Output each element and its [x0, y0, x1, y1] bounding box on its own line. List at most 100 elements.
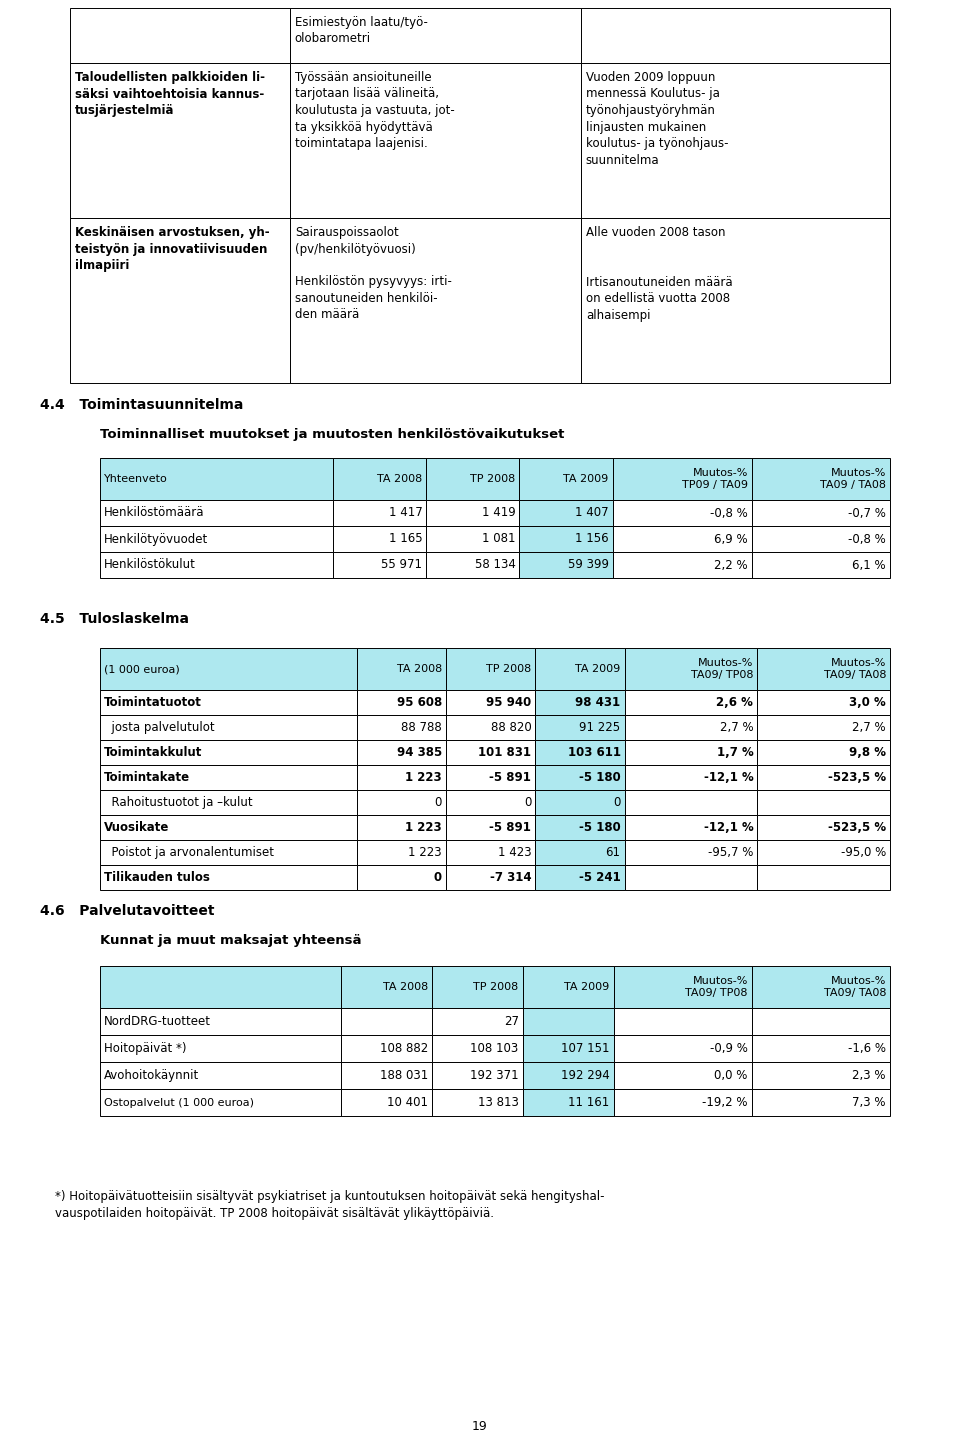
Bar [290, 218, 581, 383]
Bar [432, 1090, 522, 1116]
Text: 91 225: 91 225 [580, 721, 620, 734]
Text: TP 2008: TP 2008 [470, 474, 516, 484]
Bar [536, 647, 625, 691]
Bar [536, 840, 625, 866]
Bar [100, 458, 333, 500]
Bar [432, 967, 522, 1009]
Bar [625, 840, 757, 866]
Bar [519, 526, 612, 552]
Text: 0: 0 [434, 871, 442, 884]
Text: 58 134: 58 134 [474, 559, 516, 572]
Text: 107 151: 107 151 [561, 1042, 610, 1055]
Bar [446, 866, 536, 890]
Bar [519, 500, 612, 526]
Bar [757, 740, 890, 764]
Text: 0: 0 [435, 796, 442, 809]
Bar [536, 764, 625, 790]
Bar [536, 815, 625, 840]
Text: NordDRG-tuotteet: NordDRG-tuotteet [104, 1014, 211, 1027]
Text: TA 2008: TA 2008 [396, 665, 442, 673]
Bar [100, 967, 341, 1009]
Text: Muutos-%
TA09/ TP08: Muutos-% TA09/ TP08 [685, 977, 748, 998]
Bar [341, 1009, 432, 1035]
Bar [70, 64, 290, 218]
Text: Muutos-%
TA09/ TA08: Muutos-% TA09/ TA08 [824, 977, 886, 998]
Bar [432, 1009, 522, 1035]
Bar [290, 9, 581, 64]
Bar [333, 526, 426, 552]
Text: 7,3 %: 7,3 % [852, 1095, 886, 1108]
Bar [757, 715, 890, 740]
Text: Henkilöstömäärä: Henkilöstömäärä [104, 507, 204, 520]
Bar [522, 967, 613, 1009]
Text: TA 2008: TA 2008 [377, 474, 422, 484]
Bar [581, 64, 890, 218]
Text: 1 423: 1 423 [497, 845, 531, 858]
Bar [426, 552, 519, 578]
Text: Hoitopäivät *): Hoitopäivät *) [104, 1042, 186, 1055]
Bar [757, 790, 890, 815]
Text: 95 940: 95 940 [486, 696, 531, 709]
Bar [625, 764, 757, 790]
Text: TA 2009: TA 2009 [564, 983, 610, 993]
Text: -5 891: -5 891 [490, 772, 531, 785]
Bar [752, 500, 890, 526]
Text: 1 165: 1 165 [389, 533, 422, 546]
Text: Sairauspoissaolot
(pv/henkilötyövuosi)

Henkilöstön pysyvyys: irti-
sanoutuneide: Sairauspoissaolot (pv/henkilötyövuosi) H… [295, 225, 451, 321]
Bar [757, 691, 890, 715]
Text: 2,7 %: 2,7 % [720, 721, 754, 734]
Text: 4.6   Palvelutavoitteet: 4.6 Palvelutavoitteet [40, 905, 214, 918]
Text: TA 2009: TA 2009 [564, 474, 609, 484]
Text: -1,6 %: -1,6 % [848, 1042, 886, 1055]
Bar [752, 967, 890, 1009]
Text: Vuosikate: Vuosikate [104, 821, 169, 834]
Text: TA 2008: TA 2008 [382, 983, 428, 993]
Text: 108 103: 108 103 [470, 1042, 518, 1055]
Bar [100, 815, 357, 840]
Bar [341, 1090, 432, 1116]
Bar [333, 500, 426, 526]
Bar [100, 790, 357, 815]
Bar [70, 218, 290, 383]
Bar [341, 1035, 432, 1062]
Bar [100, 1009, 341, 1035]
Bar [446, 715, 536, 740]
Bar [100, 526, 333, 552]
Bar [757, 815, 890, 840]
Text: (1 000 euroa): (1 000 euroa) [104, 665, 180, 673]
Bar [100, 715, 357, 740]
Text: 1 223: 1 223 [408, 845, 442, 858]
Text: 1 417: 1 417 [389, 507, 422, 520]
Bar [290, 64, 581, 218]
Bar [357, 715, 446, 740]
Bar [613, 1090, 752, 1116]
Bar [757, 866, 890, 890]
Text: -95,0 %: -95,0 % [841, 845, 886, 858]
Bar [519, 552, 612, 578]
Bar [100, 840, 357, 866]
Text: 4.5   Tuloslaskelma: 4.5 Tuloslaskelma [40, 613, 189, 626]
Text: -0,9 %: -0,9 % [709, 1042, 748, 1055]
Bar [100, 1035, 341, 1062]
Text: *) Hoitopäivätuotteisiin sisältyvät psykiatriset ja kuntoutuksen hoitopäivät sek: *) Hoitopäivätuotteisiin sisältyvät psyk… [55, 1191, 605, 1220]
Text: Esimiestyön laatu/työ-
olobarometri: Esimiestyön laatu/työ- olobarometri [295, 16, 427, 45]
Text: -5 180: -5 180 [579, 772, 620, 785]
Bar [752, 526, 890, 552]
Bar [100, 740, 357, 764]
Bar [625, 866, 757, 890]
Text: Kunnat ja muut maksajat yhteensä: Kunnat ja muut maksajat yhteensä [100, 933, 362, 946]
Text: 1 156: 1 156 [575, 533, 609, 546]
Bar [357, 790, 446, 815]
Bar [536, 740, 625, 764]
Bar [612, 552, 752, 578]
Bar [522, 1035, 613, 1062]
Text: -0,8 %: -0,8 % [849, 533, 886, 546]
Bar [536, 691, 625, 715]
Text: -5 891: -5 891 [490, 821, 531, 834]
Text: Muutos-%
TA09/ TA08: Muutos-% TA09/ TA08 [824, 659, 886, 679]
Text: 13 813: 13 813 [478, 1095, 518, 1108]
Bar [757, 647, 890, 691]
Text: 59 399: 59 399 [567, 559, 609, 572]
Text: -523,5 %: -523,5 % [828, 821, 886, 834]
Text: 9,8 %: 9,8 % [849, 746, 886, 759]
